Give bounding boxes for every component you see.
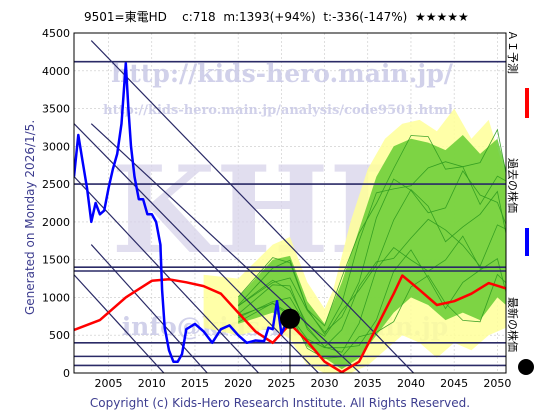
target-estimate: t:-336(-147%) [323,10,408,24]
forecast-scenario-line [237,188,506,337]
x-tick-label: 2025 [267,377,295,390]
x-tick-label: 2005 [95,377,123,390]
chart-header: 9501=東電HD c:718 m:1393(+94%) t:-336(-147… [84,8,469,25]
x-axis-ticks: 2005 2010 2015 2020 2025 2030 2035 2040 2045 2050 [95,377,512,390]
x-tick-label: 2030 [311,377,339,390]
x-tick-label: 2015 [181,377,209,390]
watermark-url-analysis: http://kids-hero.main.jp/analysis/code95… [103,103,453,118]
trend-lines [74,40,415,373]
trend-line [74,274,165,373]
forecast-scenario-lines [237,128,506,359]
y-tick-label: 2000 [42,216,70,229]
forecast-scenario-line [237,128,506,327]
x-tick-label: 2035 [354,377,382,390]
trend-line [90,244,209,373]
forecast-band-inner [238,135,506,370]
y-tick-label: 4000 [42,65,70,78]
forecast-scenario-line [238,249,506,349]
stock-code-name: 9501=東電HD [84,10,167,24]
x-tick-label: 2050 [483,377,511,390]
x-tick-label: 2045 [440,377,468,390]
y-tick-label: 0 [63,367,70,380]
past-price-line [74,61,291,363]
x-tick-label: 2020 [224,377,252,390]
y-tick-label: 2500 [42,178,70,191]
x-tick-label: 2040 [397,377,425,390]
forecast-scenario-line [237,170,506,333]
mid-estimate: m:1393(+94%) [223,10,316,24]
trend-line [74,176,260,373]
trend-line [90,123,361,373]
y-tick-label: 1500 [42,254,70,267]
y-tick-label: 1000 [42,291,70,304]
rating-stars: ★★★★★ [414,10,469,24]
current-price: c:718 [182,10,216,24]
y-axis-ticks: 0 500 1000 1500 2000 2500 3000 3500 4000 4500 [42,27,70,380]
ai-forecast-line [74,274,506,373]
x-tick-label: 2010 [138,377,166,390]
latest-price-marker [280,308,300,329]
trend-line [90,40,415,373]
forecast-scenario-line [238,235,506,353]
legend-latest-swatch [518,359,534,375]
y-tick-label: 4500 [42,27,70,40]
y-tick-label: 3000 [42,140,70,153]
forecast-scenario-line [237,161,506,335]
copyright-footer: Copyright (c) Kids-Hero Research Institu… [89,396,471,410]
watermark-url-main: http://kids-hero.main.jp/ [111,59,454,88]
y-tick-label: 500 [49,329,70,342]
y-tick-label: 3500 [42,103,70,116]
